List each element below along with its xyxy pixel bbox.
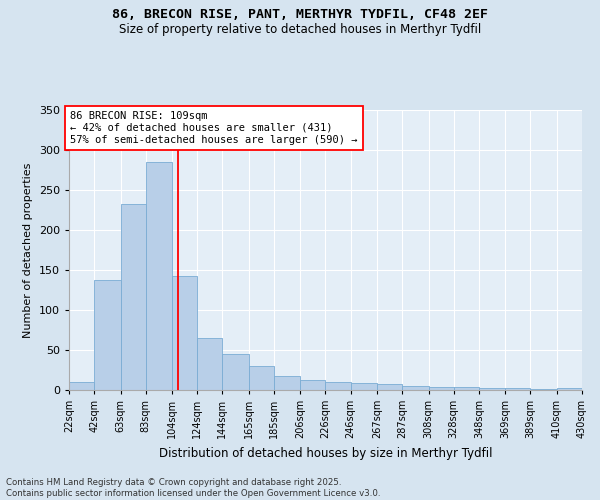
Bar xyxy=(146,162,172,390)
Bar xyxy=(505,388,530,390)
Bar xyxy=(557,388,582,390)
X-axis label: Distribution of detached houses by size in Merthyr Tydfil: Distribution of detached houses by size … xyxy=(159,446,492,460)
Bar xyxy=(94,280,121,390)
Bar xyxy=(301,380,325,390)
Text: Size of property relative to detached houses in Merthyr Tydfil: Size of property relative to detached ho… xyxy=(119,22,481,36)
Text: 86 BRECON RISE: 109sqm
← 42% of detached houses are smaller (431)
57% of semi-de: 86 BRECON RISE: 109sqm ← 42% of detached… xyxy=(70,112,358,144)
Bar xyxy=(172,276,197,390)
Bar xyxy=(479,388,505,390)
Bar xyxy=(428,387,454,390)
Text: Contains HM Land Registry data © Crown copyright and database right 2025.
Contai: Contains HM Land Registry data © Crown c… xyxy=(6,478,380,498)
Text: 86, BRECON RISE, PANT, MERTHYR TYDFIL, CF48 2EF: 86, BRECON RISE, PANT, MERTHYR TYDFIL, C… xyxy=(112,8,488,20)
Bar xyxy=(454,387,479,390)
Bar xyxy=(377,384,402,390)
Bar xyxy=(350,383,377,390)
Y-axis label: Number of detached properties: Number of detached properties xyxy=(23,162,33,338)
Bar xyxy=(274,376,301,390)
Bar xyxy=(402,386,428,390)
Bar xyxy=(249,366,274,390)
Bar xyxy=(69,382,94,390)
Bar xyxy=(121,204,146,390)
Bar xyxy=(530,389,557,390)
Bar xyxy=(197,338,223,390)
Bar xyxy=(223,354,249,390)
Bar xyxy=(325,382,350,390)
